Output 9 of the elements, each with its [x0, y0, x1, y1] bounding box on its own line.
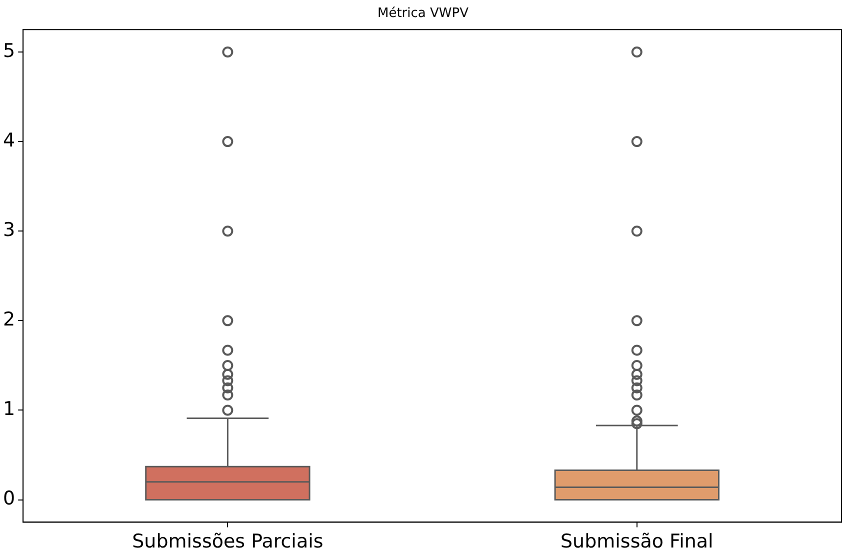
y-tick-label: 3	[2, 219, 16, 242]
y-tick-label: 4	[2, 129, 16, 152]
x-tick-label: Submissão Final	[560, 530, 714, 553]
y-tick-label: 2	[2, 308, 16, 331]
y-tick-label: 5	[2, 40, 16, 62]
y-tick-label: 0	[2, 488, 16, 510]
chart-title: Métrica VWPV	[378, 6, 469, 22]
y-tick-label: 1	[2, 398, 16, 420]
x-tick-label: Submissões Parciais	[132, 530, 324, 553]
